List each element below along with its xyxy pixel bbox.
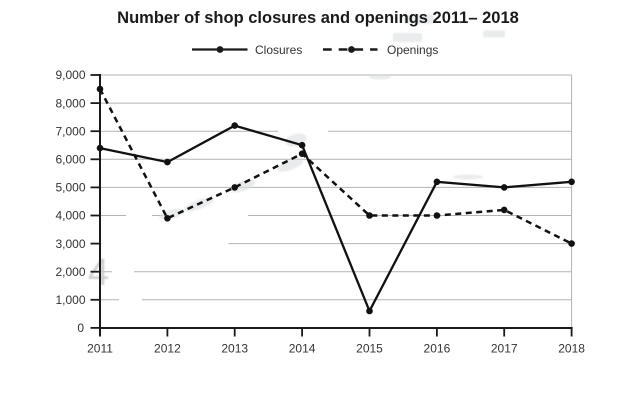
svg-text:2,000: 2,000 bbox=[55, 265, 85, 279]
svg-text:1,000: 1,000 bbox=[55, 293, 85, 307]
svg-text:2016: 2016 bbox=[424, 341, 451, 355]
svg-text:0: 0 bbox=[77, 321, 84, 335]
svg-text:8,000: 8,000 bbox=[55, 96, 85, 110]
svg-text:2017: 2017 bbox=[491, 341, 518, 355]
svg-text:2013: 2013 bbox=[221, 341, 248, 355]
svg-text:Number of shop closures and op: Number of shop closures and openings 201… bbox=[117, 9, 519, 27]
svg-text:2015: 2015 bbox=[356, 341, 383, 355]
svg-text:2011: 2011 bbox=[87, 341, 113, 355]
svg-text:2018: 2018 bbox=[558, 341, 585, 355]
svg-text:3,000: 3,000 bbox=[55, 237, 85, 251]
svg-text:Openings: Openings bbox=[387, 43, 438, 57]
svg-text:2014: 2014 bbox=[289, 341, 316, 355]
svg-text:4: 4 bbox=[88, 252, 109, 294]
svg-text:6,000: 6,000 bbox=[55, 153, 85, 167]
svg-text:7,000: 7,000 bbox=[55, 124, 85, 138]
svg-text:2012: 2012 bbox=[154, 341, 181, 355]
svg-text:Closures: Closures bbox=[255, 43, 302, 57]
svg-text:5,000: 5,000 bbox=[55, 181, 85, 195]
svg-text:4,000: 4,000 bbox=[55, 209, 85, 223]
svg-text:9,000: 9,000 bbox=[55, 68, 85, 82]
